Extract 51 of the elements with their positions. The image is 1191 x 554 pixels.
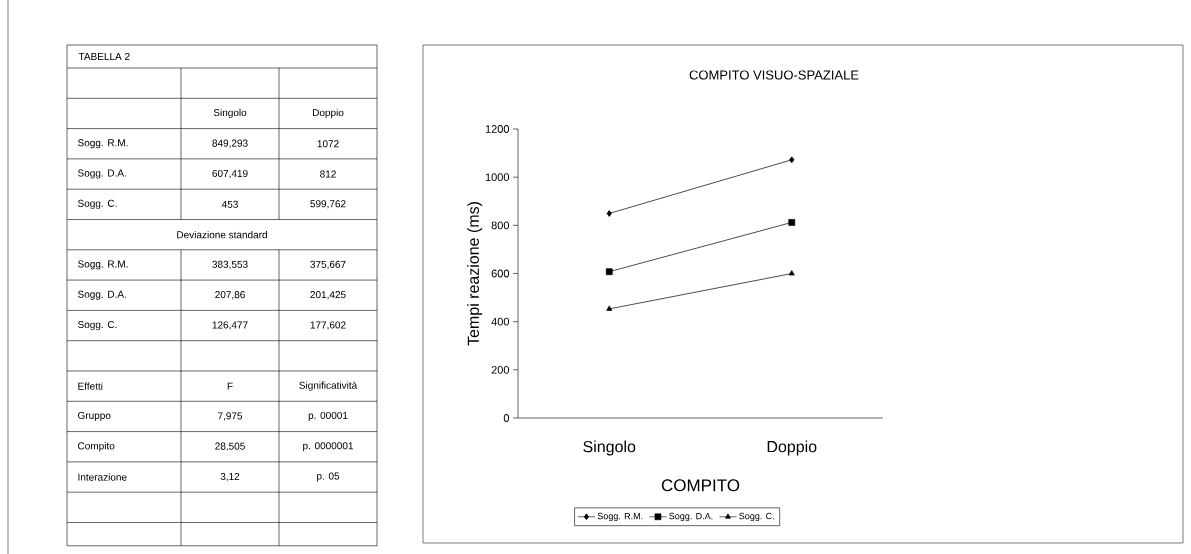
text: Effetti <box>78 382 103 390</box>
text: Gruppo <box>78 411 111 421</box>
point <box>788 219 796 226</box>
text: Sogg. D.A. <box>78 290 126 300</box>
chart-title: COMPITO VISUO-SPAZIALE <box>689 70 859 80</box>
y-tick-label: 1200 <box>485 125 510 133</box>
text: 383,553 <box>212 260 248 270</box>
text: Doppio <box>312 108 344 119</box>
text: p. 05 <box>317 472 340 482</box>
y-tick-label: 400 <box>491 317 510 326</box>
text: Compito <box>78 442 115 452</box>
text: 126,477 <box>212 321 248 330</box>
text: 1072 <box>317 140 339 148</box>
text: Sogg. C. <box>78 321 117 331</box>
y-tick-label: 0 <box>503 414 510 422</box>
text: p. 00001 <box>308 411 348 421</box>
text: 453 <box>221 200 238 208</box>
text: Deviazione standard <box>177 230 267 239</box>
point <box>789 156 795 164</box>
y-axis-title: Tempi reazione (ms) <box>467 202 483 346</box>
legend-label: Sogg. R.M. <box>597 512 643 522</box>
text: 849,293 <box>212 139 248 148</box>
legend-label: Sogg. D.A. <box>669 512 713 522</box>
point <box>605 268 613 276</box>
text: Interazione <box>78 473 127 481</box>
text: 3,12 <box>220 472 240 482</box>
y-tick-label: 600 <box>491 269 510 278</box>
text: Sogg. R.M. <box>78 260 128 270</box>
text: 375,667 <box>310 260 346 270</box>
text: Sogg. C. <box>78 199 117 209</box>
text: 7,975 <box>218 412 243 421</box>
text: Significatività <box>299 381 358 391</box>
text: F <box>227 382 233 390</box>
text: 177,602 <box>310 321 346 330</box>
x-axis-title: COMPITO <box>661 479 740 492</box>
text: 812 <box>320 170 336 178</box>
text: 207,86 <box>215 291 245 300</box>
text: Singolo <box>213 108 247 119</box>
text: 201,425 <box>310 291 346 300</box>
y-tick-label: 1000 <box>485 173 510 182</box>
y-tick-label: 800 <box>491 221 510 230</box>
text: 28,505 <box>215 442 245 451</box>
text: TABELLA 2 <box>78 53 130 60</box>
y-tick-label: 200 <box>491 365 510 374</box>
text: 607,419 <box>212 169 248 179</box>
text: Sogg. D.A. <box>78 169 126 179</box>
text: p. 0000001 <box>303 442 353 452</box>
text: 599,762 <box>310 200 346 209</box>
text: Sogg. R.M. <box>78 139 128 149</box>
point <box>606 210 612 217</box>
legend-label: Sogg. C. <box>739 512 774 522</box>
